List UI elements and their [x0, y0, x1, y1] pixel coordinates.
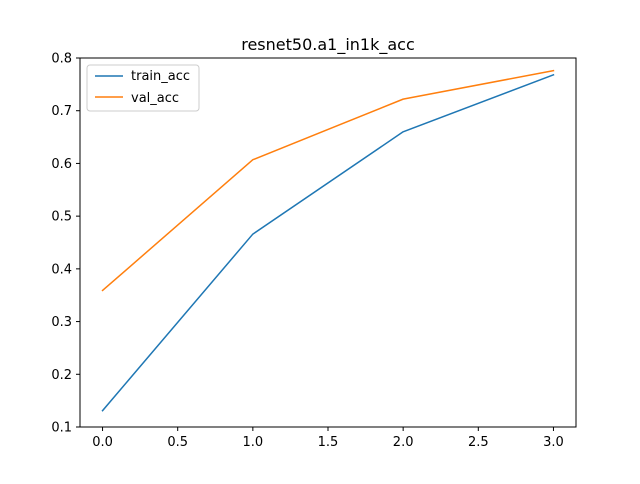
plot-area-frame	[79, 57, 577, 428]
x-tick-label: 0.5	[167, 435, 188, 450]
series-line-train-acc	[101, 73, 555, 412]
y-tick-label: 0.7	[51, 104, 72, 119]
x-tick-label: 1.0	[243, 435, 264, 450]
x-axis: 0.0 0.5 1.0 1.5 2.0 2.5 3.0	[92, 427, 564, 450]
legend: train_acc val_acc	[86, 64, 200, 112]
x-tick-label: 2.0	[393, 435, 414, 450]
y-tick-label: 0.3	[51, 315, 72, 330]
series-line-val-acc	[101, 69, 555, 292]
y-tick-label: 0.6	[51, 157, 72, 172]
y-tick-label: 0.2	[51, 368, 72, 383]
y-tick-label: 0.5	[51, 210, 72, 225]
legend-label-val-acc: val_acc	[131, 91, 179, 106]
x-tick-label: 3.0	[543, 435, 564, 450]
y-tick-label: 0.1	[51, 421, 72, 436]
x-tick-label: 1.5	[318, 435, 339, 450]
y-tick-label: 0.8	[51, 52, 72, 67]
y-tick-label: 0.4	[51, 262, 72, 277]
chart-title: resnet50.a1_in1k_acc	[241, 35, 415, 55]
y-axis: 0.1 0.2 0.3 0.4 0.5 0.6 0.7 0.8	[51, 52, 80, 436]
legend-label-train-acc: train_acc	[131, 69, 190, 84]
series-lines	[101, 69, 555, 412]
x-tick-label: 2.5	[468, 435, 489, 450]
x-tick-label: 0.0	[92, 435, 113, 450]
